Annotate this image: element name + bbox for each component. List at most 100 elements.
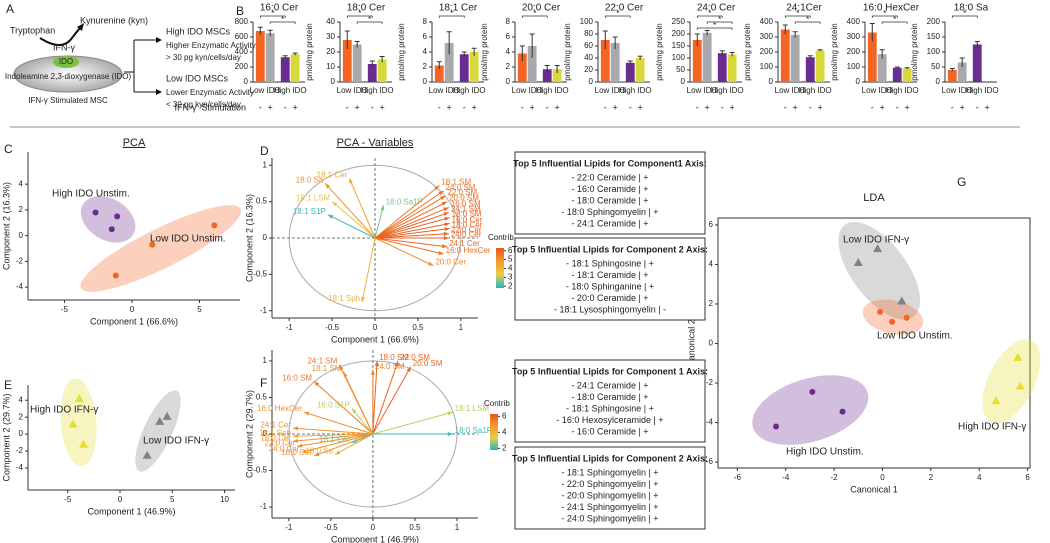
x-tick-label: 5 xyxy=(170,495,175,504)
variable-arrow xyxy=(301,433,374,453)
significance-label: * xyxy=(893,15,896,24)
lipid-item: - 20:0 Ceramide | + xyxy=(571,293,648,303)
bar xyxy=(352,44,362,82)
sign-label: + xyxy=(471,102,476,112)
group-name: Low IDO MSCs xyxy=(166,73,229,83)
y-axis-title: pmol/mg protein xyxy=(743,23,752,80)
bar xyxy=(947,70,957,82)
variable-arrow xyxy=(372,411,453,435)
y-tick-label: 0 xyxy=(423,77,428,86)
y-tick-label: 200 xyxy=(235,62,249,71)
variable-label: 20:0 SM xyxy=(449,194,479,203)
y-tick-label: 200 xyxy=(927,17,941,26)
variable-arrow xyxy=(374,205,385,239)
group-label: High IDO xyxy=(274,86,307,95)
variable-arrow xyxy=(374,237,448,248)
bar xyxy=(635,58,645,82)
variable-label: 18:1 LSM xyxy=(455,404,490,413)
variable-label: 20:0 SM xyxy=(413,359,443,368)
arrow-head xyxy=(335,450,341,455)
lipid-item: - 16:0 Ceramide | + xyxy=(571,426,648,436)
chart-title: 18:0 Cer xyxy=(347,3,386,14)
group-label: High IDO xyxy=(711,86,744,95)
x-tick-label: -5 xyxy=(64,495,72,504)
chart-title: PCA - Variables xyxy=(337,137,414,149)
group-ellipse xyxy=(838,221,921,320)
bar xyxy=(625,62,635,82)
colorbar-tick-label: 5 xyxy=(508,255,513,264)
arrow-head xyxy=(441,201,448,206)
x-tick-label: 0 xyxy=(130,305,135,314)
y-tick-label: 400 xyxy=(847,17,861,26)
significance-bracket xyxy=(696,27,733,30)
y-tick-label: 200 xyxy=(847,47,861,56)
y-axis-title: pmol/mg protein xyxy=(397,23,406,80)
point xyxy=(142,450,152,459)
variable-arrow xyxy=(303,411,374,435)
y-tick-label: 10 xyxy=(326,62,335,71)
lipid-item: - 16:0 Ceramide | + xyxy=(571,184,648,194)
arrow-head xyxy=(303,411,310,416)
group-label: Low IDO IFN-γ xyxy=(843,235,909,246)
lipid-item: - 24:1 Ceramide | + xyxy=(571,218,648,228)
y-tick-label: 2 xyxy=(19,412,24,421)
sign-label: + xyxy=(268,102,273,112)
point xyxy=(92,209,99,216)
bar xyxy=(255,31,265,82)
y-tick-label: 0 xyxy=(506,77,511,86)
bar xyxy=(280,57,290,82)
lipid-box xyxy=(514,151,706,235)
y-tick-label: 4 xyxy=(506,47,511,56)
arrow-head xyxy=(351,438,358,443)
significance-bracket xyxy=(346,15,373,18)
lipid-item: - 22:0 Sphingomyelin | + xyxy=(561,479,658,489)
variable-arrow xyxy=(361,237,376,303)
x-tick-label: 2 xyxy=(929,473,934,482)
arrow-head xyxy=(444,217,450,221)
point xyxy=(809,388,816,395)
x-axis-title: Component 1 (66.6%) xyxy=(90,316,178,326)
product-label: Kynurenine (kyn) xyxy=(80,15,148,25)
significance-bracket xyxy=(521,15,548,18)
lipid-item: - 20:0 Sphingomyelin | + xyxy=(561,490,658,500)
bar xyxy=(610,43,620,82)
y-tick-label: 150 xyxy=(672,41,686,50)
y-tick-label: 2 xyxy=(709,299,714,308)
sign-label: - xyxy=(809,102,812,112)
arrow-head xyxy=(293,434,299,439)
lipid-item: - 16:0 Hexosylceramide | + xyxy=(556,415,663,425)
lipid-box xyxy=(514,237,706,321)
group-label: High IDO xyxy=(536,86,569,95)
point xyxy=(1013,352,1023,361)
stimulation-label: IFN-γ Stimulation xyxy=(174,102,246,112)
group-label: High IDO xyxy=(799,86,832,95)
variable-arrow xyxy=(343,371,374,435)
point xyxy=(162,411,172,420)
arrow-head xyxy=(427,261,434,266)
y-tick-label: 6 xyxy=(709,220,714,229)
variable-label: 24:1 SM xyxy=(451,205,481,214)
arrow-head xyxy=(293,438,299,443)
colorbar xyxy=(490,414,498,450)
y-tick-label: 4 xyxy=(709,260,714,269)
colorbar-tick-label: 4 xyxy=(508,264,513,273)
y-tick-label: 200 xyxy=(760,47,774,56)
arrow-head xyxy=(374,360,379,367)
sign-label: - xyxy=(521,102,524,112)
significance-bracket xyxy=(604,15,631,18)
variable-label: 24:0 SM xyxy=(375,362,405,371)
significance-bracket xyxy=(871,15,898,18)
significance-label: * xyxy=(450,9,453,18)
variable-arrow xyxy=(374,206,450,239)
significance-bracket xyxy=(784,15,811,18)
y-axis-title: pmol/mg protein xyxy=(655,23,664,80)
y-tick-label: 40 xyxy=(326,17,335,26)
y-tick-label: 30 xyxy=(326,32,335,41)
y-tick-label: 100 xyxy=(927,47,941,56)
point xyxy=(74,394,84,403)
y-tick-label: 100 xyxy=(847,62,861,71)
y-tick-label: 0 xyxy=(244,77,249,86)
group-label: High IDO xyxy=(619,86,652,95)
panel-letter: G xyxy=(957,175,966,189)
variable-label: 16:0 SM xyxy=(282,374,312,383)
